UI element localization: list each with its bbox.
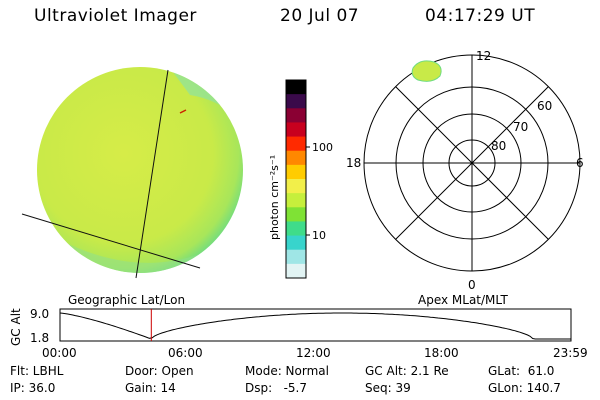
meridian-line [135, 69, 169, 279]
colorbar-frame [285, 79, 307, 279]
colorbar-segment [286, 179, 306, 194]
colorbar-segment [286, 150, 306, 166]
colorbar-tick-100: 100 [312, 141, 333, 154]
colorbar-ticks [306, 146, 310, 236]
time-tick-1200: 12:00 [296, 346, 331, 360]
earth-disk-image [21, 67, 243, 279]
colorbar-segment [286, 80, 306, 95]
gc-alt-info: GC Alt: 2.1 Re [365, 364, 449, 378]
geographic-label: Geographic Lat/Lon [68, 293, 185, 307]
mlt-label-12: 12 [476, 49, 491, 63]
time-label: 04:17:29 UT [425, 6, 536, 26]
glon-info: GLon: 140.7 [488, 381, 561, 395]
date-label: 20 Jul 07 [280, 6, 360, 26]
time-tick-2359: 23:59 [553, 346, 588, 360]
colorbar-segment [286, 193, 306, 208]
colorbar-segment [286, 221, 306, 237]
ip-info: IP: 36.0 [10, 381, 56, 395]
colorbar [285, 79, 307, 279]
lat-label-70: 70 [513, 120, 528, 134]
lat-label-80: 80 [491, 139, 506, 153]
mlt-label-18: 18 [346, 156, 361, 170]
mlt-label-6: 6 [576, 156, 584, 170]
colorbar-segment [286, 263, 306, 279]
dsp-info: Dsp: -5.7 [245, 381, 308, 395]
filter-info: Flt: LBHL [10, 364, 64, 378]
altitude-ytick-9: 9.0 [30, 307, 49, 321]
polar-grid [363, 54, 581, 272]
colorbar-segment [286, 94, 306, 109]
altitude-ytick-1-8: 1.8 [30, 331, 49, 345]
polar-aurora-patch [411, 60, 442, 82]
mode-info: Mode: Normal [245, 364, 329, 378]
time-tick-0600: 06:00 [168, 346, 203, 360]
lat-label-60: 60 [537, 99, 552, 113]
colorbar-unit-label: photon cm⁻²s⁻¹ [268, 155, 281, 240]
door-info: Door: Open [125, 364, 194, 378]
glat-info: GLat: 61.0 [488, 364, 555, 378]
altitude-curve [59, 312, 571, 340]
instrument-title: Ultraviolet Imager [34, 6, 197, 26]
altitude-ylabel: GC Alt [9, 308, 23, 346]
parallel-line [21, 213, 201, 269]
colorbar-segment [286, 207, 306, 222]
colorbar-segment [286, 136, 306, 152]
time-tick-1800: 18:00 [424, 346, 459, 360]
colorbar-segment [286, 235, 306, 251]
colorbar-segment [286, 122, 306, 138]
colorbar-segment [286, 164, 306, 180]
mlt-label-0: 0 [468, 278, 476, 292]
colorbar-segment [286, 108, 306, 123]
altitude-panel-frame [59, 308, 572, 342]
gain-info: Gain: 14 [125, 381, 176, 395]
time-tick-0000: 00:00 [42, 346, 77, 360]
apex-label: Apex MLat/MLT [418, 293, 508, 307]
colorbar-tick-10: 10 [312, 229, 326, 242]
colorbar-segment [286, 249, 306, 265]
seq-info: Seq: 39 [365, 381, 411, 395]
